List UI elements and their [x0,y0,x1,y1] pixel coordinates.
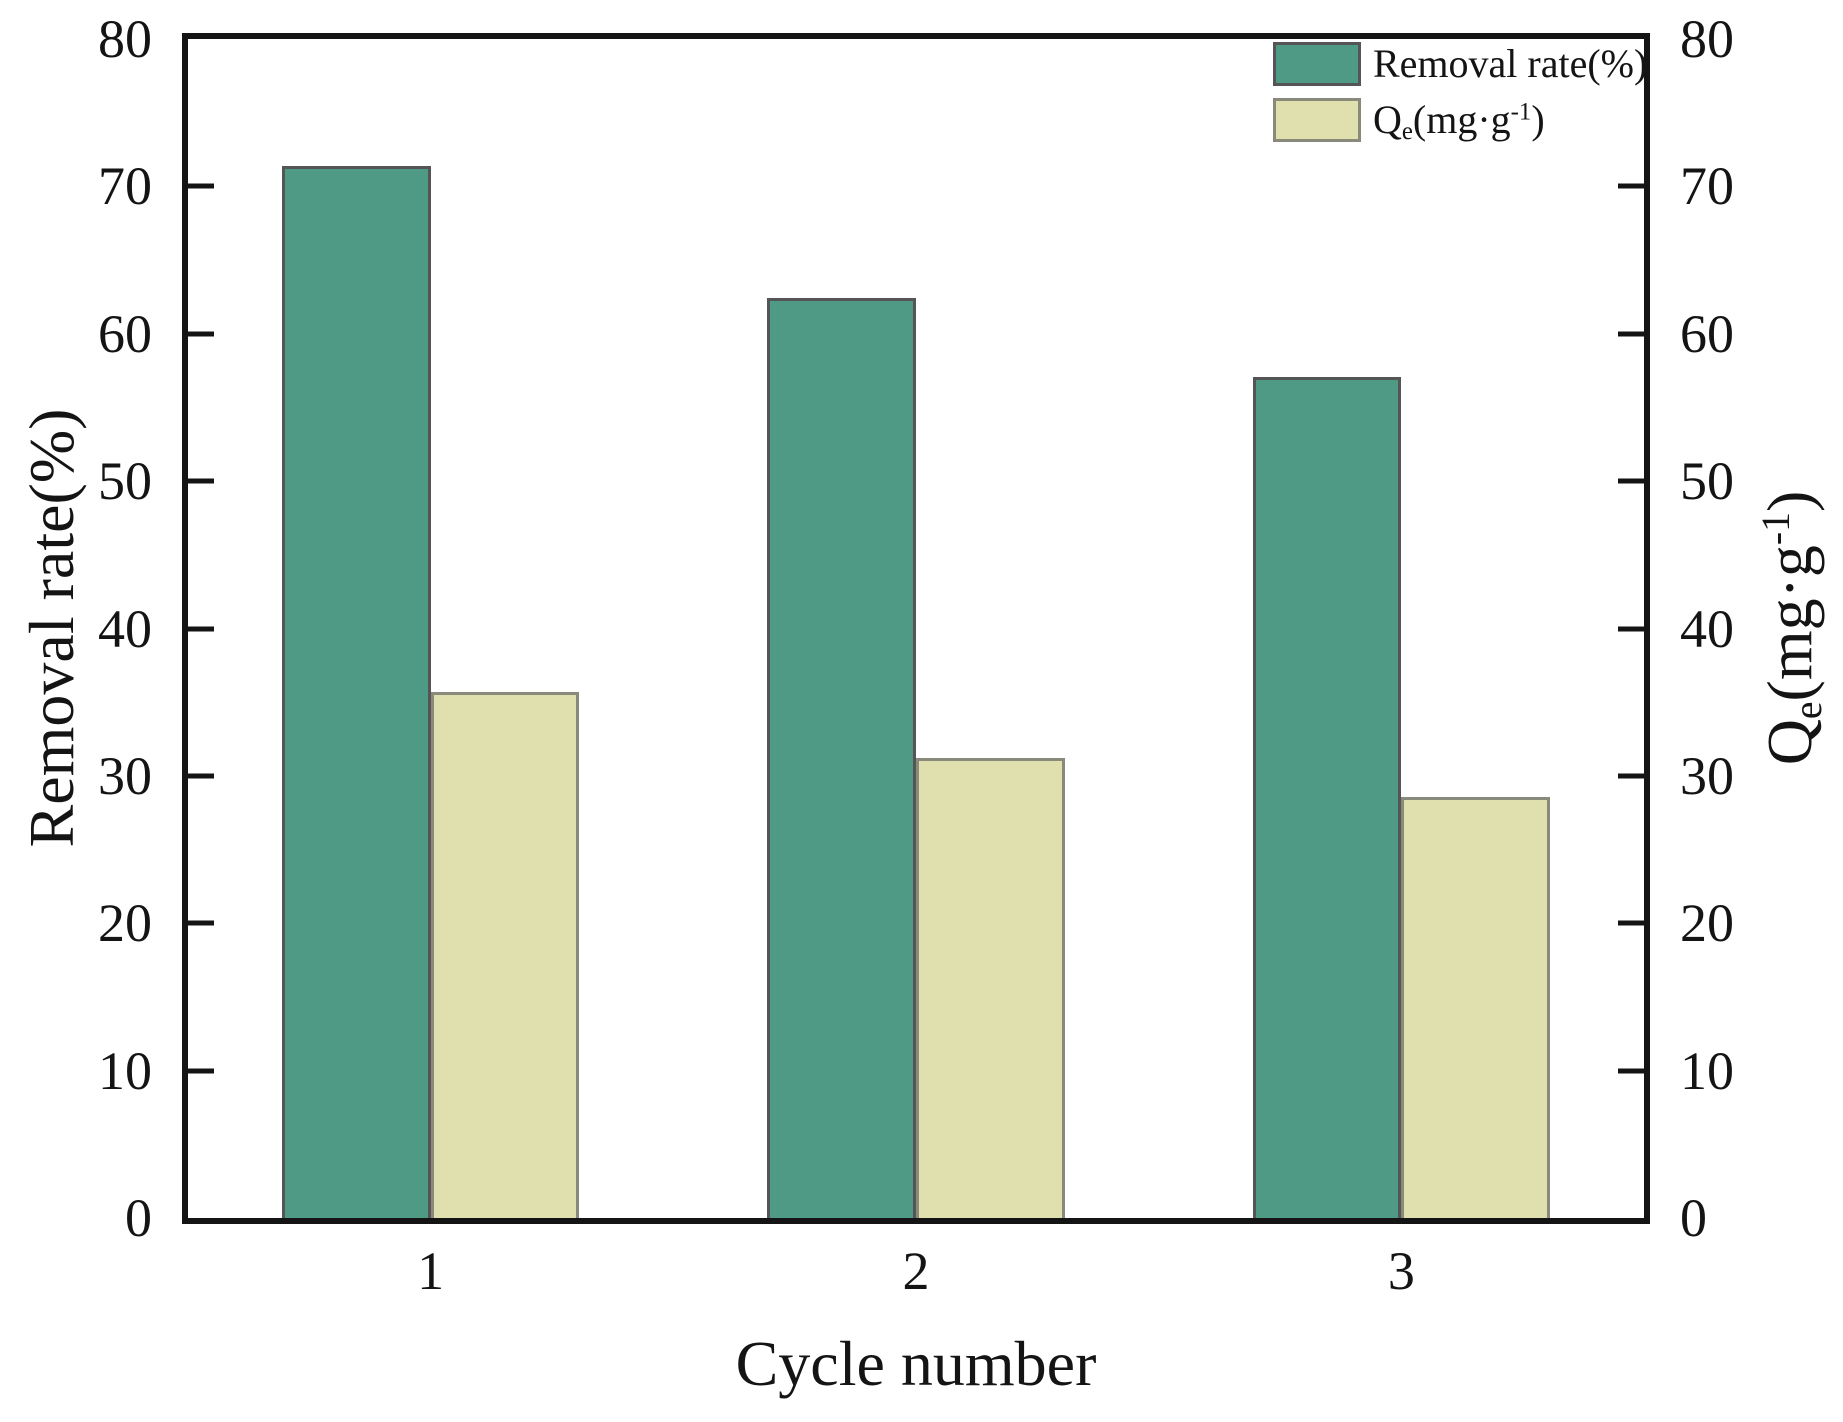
y-tick-label-right: 10 [1680,1040,1734,1101]
y-tick-label-left: 30 [98,745,152,806]
removal-rate-bar-3 [1252,376,1402,1218]
legend-entry-removal-rate: Removal rate(%) [1273,42,1647,86]
y-tick-label-right: 60 [1680,303,1734,364]
x-tick-label-1: 1 [417,1241,445,1301]
y-tick-label-left: 60 [98,303,152,364]
y-tick-label-right: 0 [1680,1188,1707,1248]
legend: Removal rate(%) Qe(mg·g-1) [1273,42,1647,154]
plot-area [182,33,1650,1224]
y-tick-label-right: 20 [1680,893,1734,954]
text-run: Removal rate(%) [1373,41,1648,86]
qe-bar-3 [1401,796,1550,1218]
y-tick-mark-left [188,773,214,779]
legend-label-removal-rate: Removal rate(%) [1373,44,1647,84]
y-tick-mark-right [1618,626,1644,631]
text-sup: -1 [1510,98,1532,126]
y-tick-label-left: 40 [98,598,152,659]
y-tick-mark-left [188,331,214,337]
x-axis-title: Cycle number [735,1328,1097,1399]
text-sub: e [1785,701,1830,720]
y-tick-mark-left [188,1068,214,1074]
legend-swatch-qe [1273,98,1361,142]
qe-bar-1 [430,691,580,1218]
legend-entry-qe: Qe(mg·g-1) [1273,97,1647,144]
legend-label-qe: Qe(mg·g-1) [1373,97,1545,144]
x-tick-label-2: 2 [902,1241,930,1301]
y-tick-mark-right [1618,478,1644,484]
y-tick-label-left: 20 [98,893,152,954]
y-tick-label-left: 0 [125,1188,152,1248]
text-run: Q [1754,719,1825,766]
y-tick-label-left: 50 [98,451,152,512]
text-run: Q [1373,97,1402,142]
removal-rate-bar-2 [767,298,916,1218]
x-tick-label-3: 3 [1387,1241,1415,1301]
y-tick-label-right: 70 [1680,156,1734,217]
y-tick-label-left: 80 [98,9,152,69]
y-tick-label-left: 70 [98,156,152,217]
text-run: (mg·g [1754,545,1825,702]
y-tick-label-left: 10 [98,1040,152,1101]
y-tick-mark-right [1618,183,1644,189]
y-axis-left-title: Removal rate(%) [16,408,87,848]
text-sup: -1 [1754,512,1799,546]
y-tick-label-right: 80 [1680,9,1734,69]
text-run: ) [1531,97,1545,142]
text-run: (mg·g [1412,97,1511,142]
y-tick-mark-right [1618,920,1644,926]
y-tick-mark-left [188,183,214,189]
y-tick-label-right: 30 [1680,745,1734,806]
text-run: ) [1754,490,1825,513]
y-tick-label-right: 50 [1680,451,1734,512]
y-tick-mark-left [188,920,214,926]
y-tick-label-right: 40 [1680,598,1734,659]
legend-swatch-removal-rate [1273,42,1361,86]
y-axis-right-title: Qe(mg·g-1) [1754,491,1830,766]
text-sub: e [1401,118,1413,146]
y-tick-mark-right [1618,773,1644,779]
y-tick-mark-left [188,626,214,631]
y-tick-mark-right [1618,1068,1644,1074]
y-tick-mark-right [1618,331,1644,337]
qe-bar-2 [916,758,1065,1218]
y-tick-mark-left [188,478,214,484]
removal-rate-bar-1 [282,165,431,1218]
